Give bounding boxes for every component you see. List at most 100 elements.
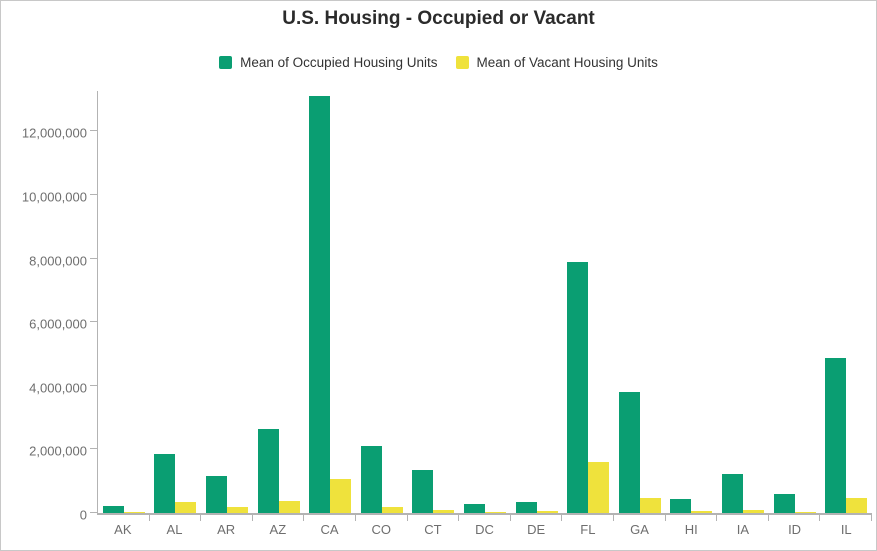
vacant-bar-ca[interactable] — [330, 479, 352, 513]
x-axis-tick-mark — [148, 515, 150, 521]
bar-group-co — [356, 91, 408, 513]
x-axis-tick-mark — [354, 515, 356, 521]
x-axis-tick-mark — [716, 515, 718, 521]
vacant-bar-il[interactable] — [846, 498, 868, 513]
bar-group-az — [253, 91, 305, 513]
y-axis-tick-mark — [90, 194, 97, 195]
vacant-bar-ct[interactable] — [433, 509, 455, 513]
bar-group-fl — [562, 91, 614, 513]
x-axis-tick-mark — [406, 515, 408, 521]
legend-label: Mean of Occupied Housing Units — [240, 55, 438, 70]
occupied-bar-ar[interactable] — [205, 476, 227, 513]
occupied-bar-ct[interactable] — [412, 470, 434, 513]
occupied-bar-ia[interactable] — [721, 473, 743, 513]
plot-area — [90, 91, 872, 521]
vacant-bar-az[interactable] — [278, 501, 300, 513]
legend-item-vacant[interactable]: Mean of Vacant Housing Units — [455, 55, 658, 70]
x-axis-label-az: AZ — [269, 522, 287, 537]
y-axis-tick-mark — [90, 512, 97, 513]
chart-legend: Mean of Occupied Housing Units Mean of Va… — [1, 55, 876, 70]
occupied-bar-id[interactable] — [773, 493, 795, 513]
occupied-bar-de[interactable] — [515, 502, 537, 513]
occupied-bar-ga[interactable] — [618, 391, 640, 513]
legend-item-occupied[interactable]: Mean of Occupied Housing Units — [219, 55, 438, 70]
x-axis-label-ia: IA — [736, 522, 750, 537]
x-axis-tick-mark — [251, 515, 253, 521]
y-axis-tick-label: 12,000,000 — [21, 125, 87, 141]
x-axis-label-id: ID — [788, 522, 802, 537]
vacant-bar-ak[interactable] — [123, 511, 145, 513]
bar-group-id — [769, 91, 821, 513]
occupied-bar-dc[interactable] — [463, 504, 485, 513]
x-axis-label-al: AL — [166, 522, 183, 537]
vacant-bar-de[interactable] — [536, 511, 558, 513]
x-axis-tick-mark — [561, 515, 563, 521]
occupied-bar-hi[interactable] — [670, 498, 692, 513]
y-axis-tick-label: 0 — [79, 507, 87, 523]
x-axis-label-ak: AK — [114, 522, 132, 537]
x-axis-label-ct: CT — [424, 522, 442, 537]
occupied-bar-az[interactable] — [257, 429, 279, 513]
y-axis-tick-label: 4,000,000 — [29, 380, 87, 396]
vacant-bar-dc[interactable] — [484, 512, 506, 513]
x-axis-labels: AK AL AR AZ CA CO CT DC DE FL GA HI IA ID IL — [97, 522, 872, 537]
bar-group-ia — [717, 91, 769, 513]
vacant-bar-fl[interactable] — [588, 462, 610, 513]
vacant-bar-co[interactable] — [381, 507, 403, 513]
occupied-bar-fl[interactable] — [567, 261, 589, 513]
vacant-bar-ia[interactable] — [742, 509, 764, 513]
bar-group-dc — [459, 91, 511, 513]
y-axis-tick-mark — [90, 448, 97, 450]
x-axis-tick-mark — [767, 515, 769, 521]
x-axis-label-fl: FL — [580, 522, 596, 537]
bar-group-ct — [408, 91, 460, 513]
x-axis-label-dc: DC — [475, 522, 494, 537]
chart-title: U.S. Housing - Occupied or Vacant — [282, 8, 595, 29]
bar-group-hi — [666, 91, 718, 513]
vacant-bar-hi[interactable] — [691, 510, 713, 513]
y-axis-tick-label: 8,000,000 — [29, 253, 87, 269]
legend-swatch-icon — [455, 56, 469, 69]
y-axis-tick-label: 10,000,000 — [21, 189, 87, 205]
legend-swatch-icon — [219, 56, 233, 69]
occupied-bar-il[interactable] — [825, 357, 847, 513]
y-axis-tick-label: 2,000,000 — [29, 443, 87, 459]
bar-group-ak — [98, 91, 150, 513]
x-axis-tick-mark — [612, 515, 614, 521]
vacant-bar-ga[interactable] — [639, 498, 661, 513]
x-axis-label-ga: GA — [630, 522, 649, 537]
x-axis-label-de: DE — [527, 522, 546, 537]
occupied-bar-ak[interactable] — [102, 505, 124, 513]
x-axis-tick-mark — [303, 515, 305, 521]
y-axis-tick-mark — [90, 321, 97, 323]
y-axis-tick-label: 6,000,000 — [29, 316, 87, 332]
x-axis-tick-mark — [871, 515, 872, 521]
vacant-bar-ar[interactable] — [226, 507, 248, 513]
x-axis-label-il: IL — [840, 522, 852, 537]
x-axis-label-hi: HI — [684, 522, 698, 537]
bar-group-ca — [304, 91, 356, 513]
legend-label: Mean of Vacant Housing Units — [476, 55, 658, 70]
bar-groups — [98, 91, 872, 513]
x-axis-tick-mark — [664, 515, 666, 521]
occupied-bar-ca[interactable] — [309, 96, 331, 513]
occupied-bar-al[interactable] — [154, 453, 176, 513]
bar-group-ar — [201, 91, 253, 513]
occupied-bar-co[interactable] — [360, 446, 382, 513]
x-axis-label-ca: CA — [320, 522, 339, 537]
x-axis-tick-mark — [458, 515, 460, 521]
bar-group-de — [511, 91, 563, 513]
y-axis-tick-mark — [90, 257, 97, 259]
vacant-bar-id[interactable] — [794, 511, 816, 513]
x-axis-label-ar: AR — [217, 522, 236, 537]
x-axis-tick-mark — [509, 515, 511, 521]
vacant-bar-al[interactable] — [175, 501, 197, 513]
bar-group-ga — [614, 91, 666, 513]
y-axis-tick-mark — [90, 384, 97, 386]
y-axis-tick-mark — [90, 130, 97, 132]
x-axis-tick-mark — [819, 515, 821, 521]
bar-group-il — [820, 91, 872, 513]
bar-group-al — [150, 91, 202, 513]
x-axis-tick-mark — [200, 515, 202, 521]
